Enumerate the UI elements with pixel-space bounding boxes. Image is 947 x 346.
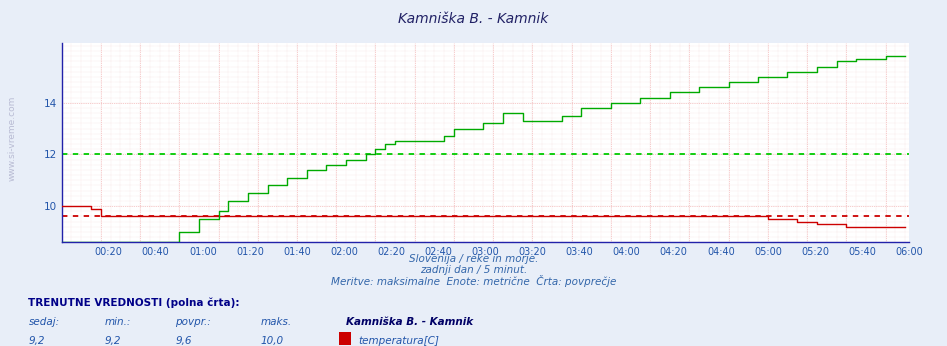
Text: Kamniška B. - Kamnik: Kamniška B. - Kamnik [399, 12, 548, 26]
Text: 9,2: 9,2 [104, 336, 120, 346]
Text: zadnji dan / 5 minut.: zadnji dan / 5 minut. [420, 265, 527, 275]
Text: min.:: min.: [104, 317, 131, 327]
Text: sedaj:: sedaj: [28, 317, 60, 327]
Text: Slovenija / reke in morje.: Slovenija / reke in morje. [409, 254, 538, 264]
Text: maks.: maks. [260, 317, 292, 327]
Text: 10,0: 10,0 [260, 336, 283, 346]
Text: Meritve: maksimalne  Enote: metrične  Črta: povprečje: Meritve: maksimalne Enote: metrične Črta… [331, 275, 616, 287]
Text: 9,6: 9,6 [175, 336, 191, 346]
Text: Kamniška B. - Kamnik: Kamniška B. - Kamnik [346, 317, 473, 327]
Text: povpr.:: povpr.: [175, 317, 211, 327]
Text: www.si-vreme.com: www.si-vreme.com [8, 96, 17, 181]
Text: TRENUTNE VREDNOSTI (polna črta):: TRENUTNE VREDNOSTI (polna črta): [28, 298, 240, 308]
Text: temperatura[C]: temperatura[C] [358, 336, 438, 346]
Text: 9,2: 9,2 [28, 336, 45, 346]
